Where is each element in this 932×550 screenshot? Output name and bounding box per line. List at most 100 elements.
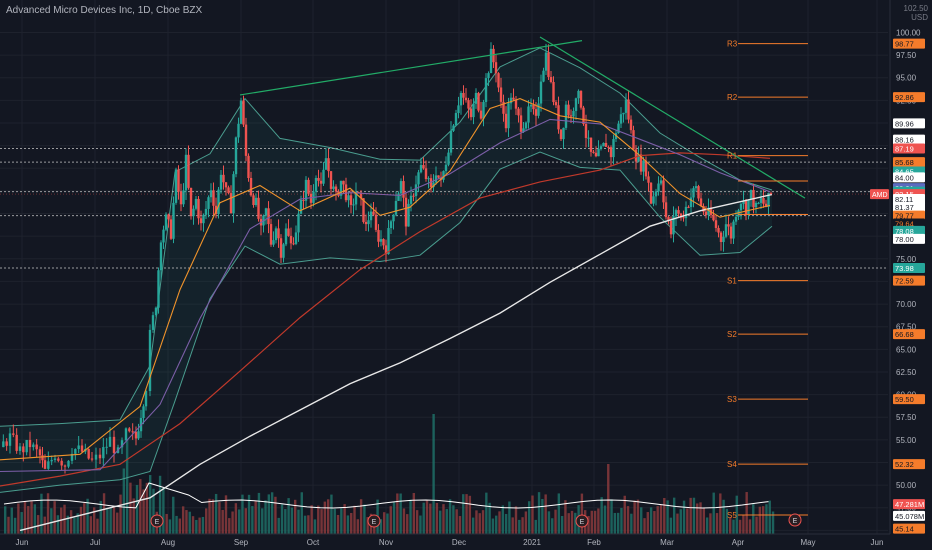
price-label: 52.32 bbox=[895, 460, 914, 469]
candle-body bbox=[57, 458, 60, 461]
volume-bar bbox=[771, 511, 775, 534]
candle-body bbox=[319, 180, 323, 184]
earnings-marker bbox=[150, 514, 164, 528]
volume-bar bbox=[666, 500, 669, 534]
volume-bar bbox=[168, 519, 172, 534]
candle-body bbox=[627, 99, 630, 120]
candle-body bbox=[579, 90, 583, 108]
candle-body bbox=[522, 128, 525, 132]
volume-bar bbox=[379, 519, 383, 534]
volume-bar bbox=[422, 502, 425, 534]
volume-bar bbox=[738, 519, 742, 534]
candle-body bbox=[697, 186, 700, 199]
candle-body bbox=[105, 446, 108, 448]
candle-body bbox=[769, 193, 773, 195]
earnings-marker bbox=[575, 514, 589, 528]
volume-bar bbox=[495, 515, 498, 534]
volume-bar bbox=[188, 511, 191, 534]
candle-body bbox=[387, 228, 390, 255]
volume-bar bbox=[570, 510, 574, 534]
price-label: 92.86 bbox=[895, 93, 914, 102]
price-label-bg bbox=[893, 210, 925, 221]
volume-bar bbox=[33, 504, 37, 534]
x-tick-label: Mar bbox=[660, 538, 674, 547]
candle-body bbox=[719, 232, 723, 243]
candlestick-series bbox=[2, 42, 773, 474]
candle-body bbox=[372, 211, 375, 215]
currency-label: USD bbox=[911, 13, 928, 22]
candle-body bbox=[437, 175, 440, 178]
volume-bar bbox=[659, 504, 663, 534]
candle-body bbox=[734, 216, 738, 222]
pivot-label: R2 bbox=[727, 93, 738, 102]
candle-body bbox=[174, 169, 178, 203]
candle-body bbox=[394, 200, 398, 215]
candle-body bbox=[762, 198, 765, 204]
candle-body bbox=[369, 211, 373, 221]
volume-bar bbox=[504, 513, 508, 534]
price-label-bg bbox=[893, 172, 925, 183]
candle-body bbox=[444, 164, 448, 172]
volume-bar bbox=[122, 468, 126, 534]
candle-body bbox=[359, 192, 363, 199]
volume-bar bbox=[491, 518, 495, 534]
candle-body bbox=[377, 229, 380, 242]
price-label-bg bbox=[893, 394, 925, 405]
candle-body bbox=[664, 202, 668, 218]
candle-body bbox=[654, 191, 658, 197]
volume-bar bbox=[676, 513, 679, 534]
candle-body bbox=[462, 92, 465, 98]
volume-bar bbox=[527, 501, 531, 534]
bollinger-fill bbox=[0, 47, 772, 493]
volume-bar bbox=[672, 497, 676, 534]
price-label: 79.77 bbox=[895, 212, 914, 221]
earnings-marker-label: E bbox=[793, 518, 798, 525]
volume-bar bbox=[221, 509, 224, 534]
candle-body bbox=[227, 187, 230, 194]
x-tick-label: Oct bbox=[307, 538, 320, 547]
volume-bar bbox=[205, 508, 208, 534]
price-label-bg bbox=[893, 499, 925, 510]
volume-bar bbox=[696, 503, 699, 534]
candle-body bbox=[344, 184, 348, 201]
x-tick-label: Apr bbox=[732, 538, 745, 547]
volume-bar bbox=[241, 494, 244, 534]
volume-bar bbox=[511, 517, 514, 534]
volume-bar bbox=[452, 505, 455, 534]
candle-body bbox=[592, 151, 595, 153]
volume-bar bbox=[501, 505, 505, 534]
volume-bar bbox=[346, 515, 350, 534]
volume-bar bbox=[590, 510, 593, 534]
volume-bar bbox=[531, 495, 534, 534]
volume-bar bbox=[524, 511, 528, 534]
candle-body bbox=[212, 190, 215, 206]
volume-bar bbox=[274, 496, 277, 534]
volume-bar bbox=[297, 509, 300, 534]
candle-body bbox=[672, 216, 675, 235]
volume-bar bbox=[521, 517, 524, 534]
volume-bar bbox=[277, 517, 280, 534]
candle-body bbox=[219, 174, 223, 190]
volume-bar bbox=[27, 506, 30, 534]
candle-body bbox=[749, 190, 753, 200]
candle-body bbox=[714, 220, 718, 228]
candle-body bbox=[304, 179, 308, 201]
candle-body bbox=[77, 445, 80, 450]
volume-bar bbox=[396, 493, 399, 534]
candle-body bbox=[457, 105, 460, 114]
candle-body bbox=[35, 444, 38, 450]
candle-body bbox=[334, 186, 338, 192]
volume-bar bbox=[686, 508, 689, 534]
candle-body bbox=[237, 123, 240, 138]
chart-title: Advanced Micro Devices Inc, 1D, Cboe BZX bbox=[6, 5, 203, 16]
price-label-bg bbox=[893, 233, 925, 244]
volume-bar bbox=[211, 499, 215, 534]
candle-body bbox=[357, 191, 360, 193]
x-tick-label: 2021 bbox=[523, 538, 541, 547]
candle-body bbox=[644, 160, 648, 177]
volume-bar bbox=[366, 517, 369, 534]
volume-bar bbox=[735, 495, 738, 534]
candle-body bbox=[539, 81, 543, 104]
candle-body bbox=[322, 169, 325, 184]
